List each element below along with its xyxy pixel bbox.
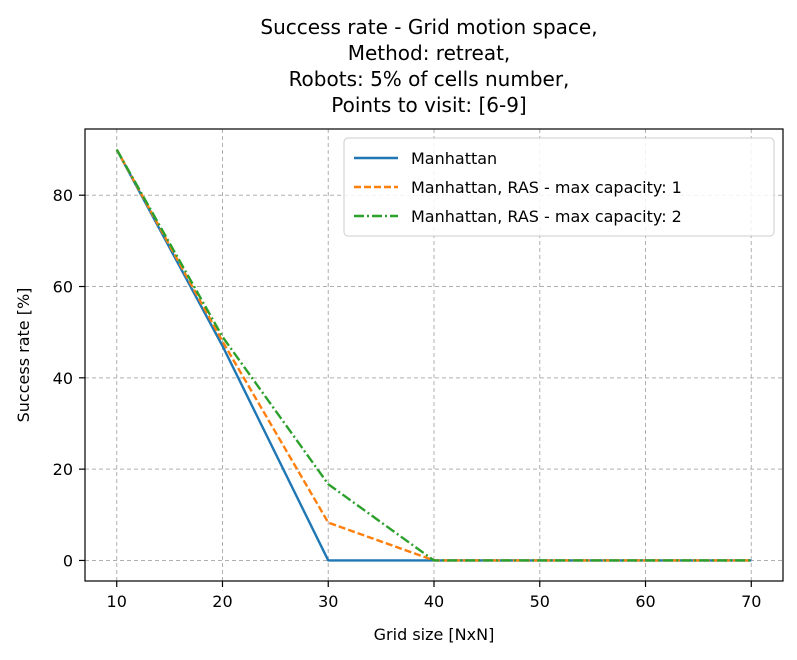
series-layer	[115, 148, 752, 562]
x-tick-label: 20	[212, 592, 232, 611]
x-axis-ticks: 10 20 30 40 50 60 70	[107, 581, 761, 611]
y-tick-label: 80	[53, 186, 73, 205]
x-tick-label: 50	[530, 592, 550, 611]
legend-box	[343, 137, 775, 237]
series-line-3	[115, 148, 752, 562]
legend: Manhattan Manhattan, RAS - max capacity: …	[343, 137, 775, 237]
x-axis-label: Grid size [NxN]	[374, 625, 495, 644]
y-axis-ticks: 0 20 40 60 80	[53, 186, 85, 570]
x-tick-label: 30	[318, 592, 338, 611]
y-tick-label: 0	[63, 551, 73, 570]
legend-label-2: Manhattan, RAS - max capacity: 1	[411, 178, 682, 197]
chart-title: Success rate - Grid motion space, Method…	[260, 15, 597, 117]
y-tick-label: 20	[53, 460, 73, 479]
y-tick-label: 60	[53, 278, 73, 297]
x-tick-label: 60	[635, 592, 655, 611]
x-tick-label: 40	[424, 592, 444, 611]
legend-label-1: Manhattan	[411, 149, 497, 168]
title-line-1: Success rate - Grid motion space,	[260, 15, 597, 39]
legend-label-3: Manhattan, RAS - max capacity: 2	[411, 207, 682, 226]
x-tick-label: 10	[107, 592, 127, 611]
title-line-2: Method: retreat,	[348, 41, 511, 65]
x-tick-label: 70	[741, 592, 761, 611]
title-line-3: Robots: 5% of cells number,	[289, 67, 570, 91]
y-tick-label: 40	[53, 369, 73, 388]
title-line-4: Points to visit: [6-9]	[331, 93, 526, 117]
y-axis-label: Success rate [%]	[14, 288, 33, 423]
